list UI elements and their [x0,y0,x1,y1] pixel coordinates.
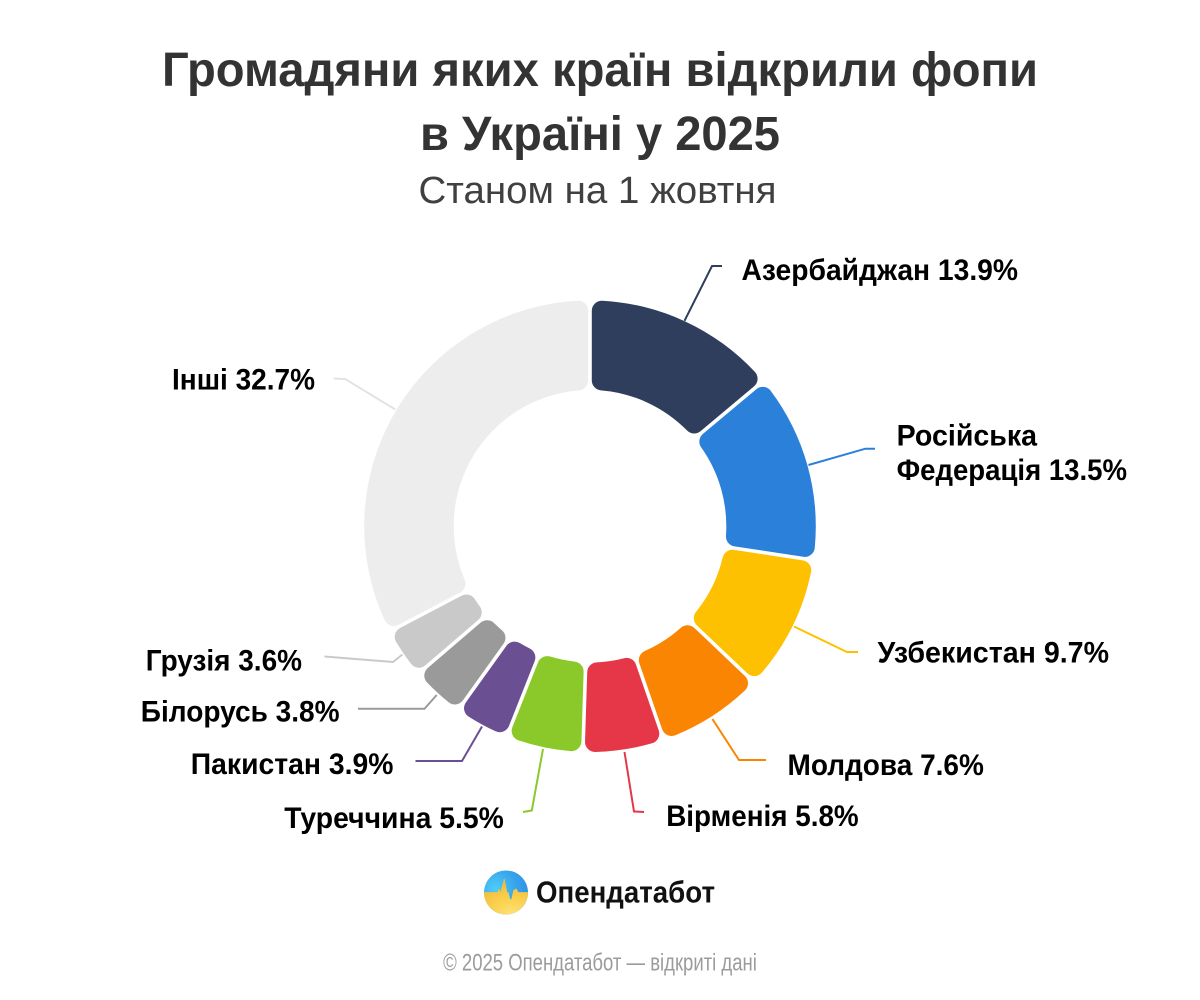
svg-text:Російська: Російська [897,420,1038,453]
svg-text:Станом на 1 жовтня: Станом на 1 жовтня [419,170,777,212]
svg-text:Інші 32.7%: Інші 32.7% [172,364,315,397]
svg-text:Громадяни яких країн відкрили: Громадяни яких країн відкрили фопи [162,44,1038,97]
svg-text:Азербайджан 13.9%: Азербайджан 13.9% [742,254,1019,287]
svg-text:Пакистан 3.9%: Пакистан 3.9% [191,748,394,781]
svg-text:Білорусь 3.8%: Білорусь 3.8% [141,695,340,728]
svg-text:Молдова 7.6%: Молдова 7.6% [788,749,984,782]
svg-text:© 2025 Опендатабот — відкриті: © 2025 Опендатабот — відкриті дані [443,950,757,977]
svg-text:Опендатабот: Опендатабот [536,874,715,909]
svg-text:Туреччина 5.5%: Туреччина 5.5% [284,802,504,835]
svg-text:в Україні у 2025: в Україні у 2025 [420,108,780,161]
svg-text:Грузія 3.6%: Грузія 3.6% [146,645,302,678]
svg-text:Вірменія 5.8%: Вірменія 5.8% [666,800,859,833]
svg-text:Узбекистан 9.7%: Узбекистан 9.7% [878,637,1110,670]
svg-text:Федерація 13.5%: Федерація 13.5% [897,454,1127,487]
